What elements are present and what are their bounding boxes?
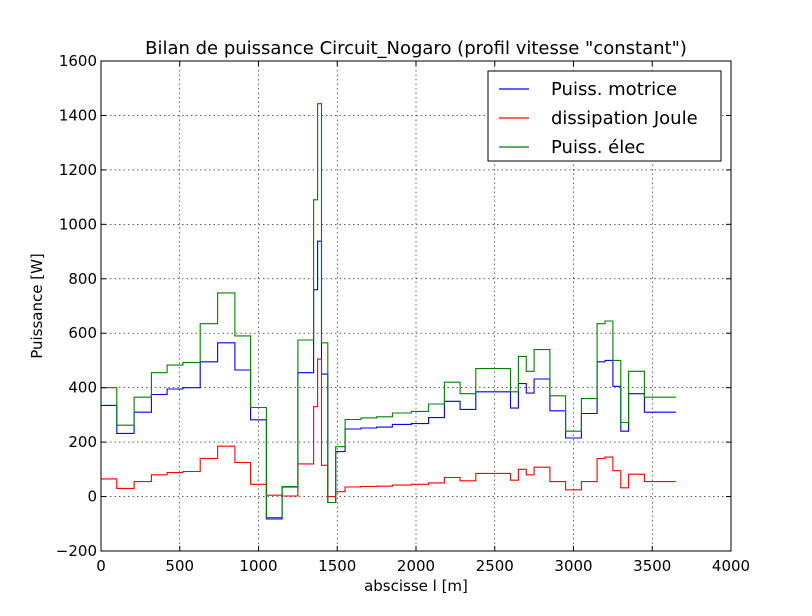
y-tick-label: 800 [68, 270, 97, 288]
series-line-0 [101, 240, 676, 520]
y-tick-label: 200 [68, 433, 97, 451]
series-line-2 [101, 103, 676, 519]
x-tick-label: 2000 [397, 557, 435, 575]
x-tick-label: 2500 [476, 557, 514, 575]
y-tick-label: 1000 [59, 215, 97, 233]
y-tick-label: 400 [68, 379, 97, 397]
x-tick-label: 3500 [633, 557, 671, 575]
tick-layer: 0 500 1000 1500 2000 2500 3000 3500 4000−2000200… [56, 52, 750, 575]
legend-label-1: dissipation Joule [551, 108, 698, 129]
series-layer [101, 103, 676, 520]
legend: Puiss. motrice dissipation Joule Puiss. él… [487, 70, 722, 162]
x-tick-label: 1000 [239, 557, 277, 575]
x-axis-label: abscisse l [m] [364, 577, 468, 595]
chart-title: Bilan de puissance Circuit_Nogaro (profi… [145, 38, 687, 59]
y-axis-label: Puissance [W] [28, 253, 46, 359]
legend-box [487, 70, 722, 162]
series-line-1 [101, 358, 676, 498]
x-tick-label: 1500 [318, 557, 356, 575]
x-tick-label: 3000 [554, 557, 592, 575]
x-tick-label: 4000 [712, 557, 750, 575]
y-tick-label: 600 [68, 324, 97, 342]
y-tick-label: 0 [87, 488, 97, 506]
y-tick-label: 1200 [59, 161, 97, 179]
x-tick-label: 0 [96, 557, 106, 575]
y-tick-label: −200 [56, 542, 97, 560]
legend-label-0: Puiss. motrice [551, 79, 677, 100]
y-tick-label: 1400 [59, 106, 97, 124]
legend-label-2: Puiss. élec [551, 137, 645, 158]
y-tick-label: 1600 [59, 52, 97, 70]
x-tick-label: 500 [165, 557, 194, 575]
